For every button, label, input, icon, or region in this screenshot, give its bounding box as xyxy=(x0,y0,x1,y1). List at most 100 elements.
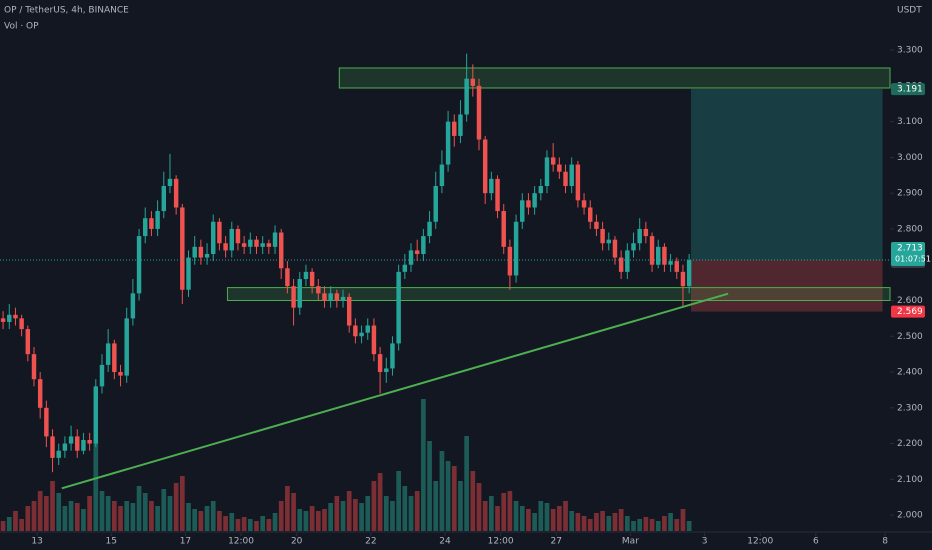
candle-body xyxy=(686,260,692,287)
candle-body xyxy=(99,364,105,387)
y-tick-label: 2.400 xyxy=(897,368,923,378)
candle-body xyxy=(513,221,519,276)
y-tick-label: 2.000 xyxy=(897,511,923,521)
volume-bar xyxy=(501,493,507,531)
candle-body xyxy=(581,200,587,208)
candle-body xyxy=(600,228,605,244)
volume-bar xyxy=(538,501,544,531)
last-price-box xyxy=(891,242,925,267)
volume-bar xyxy=(68,501,74,531)
candle-body xyxy=(495,178,500,212)
candle-body xyxy=(588,207,593,222)
candle-body xyxy=(198,246,204,258)
candle-body xyxy=(452,121,457,136)
volume-bar xyxy=(445,461,451,531)
y-tick-label: 3.000 xyxy=(897,153,923,163)
y-tick-label: 2.300 xyxy=(897,403,923,413)
candle-body xyxy=(260,243,265,247)
trend-line xyxy=(61,292,729,490)
volume-bar xyxy=(303,511,309,531)
volume-bar xyxy=(637,519,643,531)
volume-bar xyxy=(532,513,537,531)
volume-bar xyxy=(581,516,587,531)
volume-bar xyxy=(513,501,519,531)
candle-body xyxy=(161,186,167,212)
candle-body xyxy=(594,221,599,229)
candle-body xyxy=(118,372,123,376)
volume-bar xyxy=(433,481,439,531)
chart-title: OP / TetherUS, 4h, BINANCE xyxy=(4,6,129,16)
volume-bar xyxy=(550,509,556,531)
volume-bar xyxy=(346,491,352,531)
candle-body xyxy=(143,218,148,237)
volume-bar xyxy=(111,501,117,531)
volume-bar xyxy=(476,483,482,531)
candle-body xyxy=(211,221,216,254)
volume-bar xyxy=(167,496,173,531)
volume-bar xyxy=(6,517,12,531)
volume-bar xyxy=(192,509,198,531)
x-tick-label: 15 xyxy=(106,537,117,547)
candle-body xyxy=(625,250,630,272)
candle-body xyxy=(229,228,234,251)
volume-bar xyxy=(414,491,420,531)
volume-bar xyxy=(13,511,18,531)
candle-body xyxy=(631,243,636,251)
y-tick-label: 3.300 xyxy=(897,46,923,56)
volume-bar xyxy=(340,501,346,531)
y-tick-label: 3.100 xyxy=(897,117,923,127)
y-tick-label: 2.800 xyxy=(897,224,923,234)
candle-body xyxy=(223,243,228,251)
volume-bar xyxy=(315,511,321,531)
volume-bar xyxy=(655,521,661,531)
candle-body xyxy=(217,221,222,244)
volume-bar xyxy=(217,511,222,531)
candle-body xyxy=(266,243,272,247)
candle-body xyxy=(56,450,61,458)
volume-bar xyxy=(556,506,562,531)
candle-body xyxy=(532,193,537,208)
candle-body xyxy=(507,246,513,276)
volume-bar xyxy=(383,496,389,531)
candle-body xyxy=(612,239,618,258)
target-label-box xyxy=(891,83,925,96)
volume-bar xyxy=(247,519,253,531)
volume-bar xyxy=(62,506,68,531)
volume-bar xyxy=(93,441,99,531)
volume-bar xyxy=(674,519,680,531)
volume-bar xyxy=(118,506,123,531)
volume-bar xyxy=(309,506,315,531)
volume-bar xyxy=(371,481,377,531)
candle-body xyxy=(136,236,142,294)
x-tick-label: 20 xyxy=(291,537,303,547)
volume-bar xyxy=(186,503,191,531)
x-tick-label: Mar xyxy=(622,537,639,547)
volume-bar xyxy=(291,493,296,531)
candle-body xyxy=(557,164,562,172)
candle-body xyxy=(668,261,673,265)
volume-bar xyxy=(470,471,476,531)
candle-body xyxy=(464,78,469,115)
volume-bar xyxy=(408,496,414,531)
candle-body xyxy=(87,439,92,444)
volume-bar xyxy=(19,519,24,531)
x-tick-label: 12:00 xyxy=(488,537,514,547)
volume-bar xyxy=(544,503,550,531)
candle-body xyxy=(13,314,18,319)
x-tick-label: 8 xyxy=(882,537,888,547)
candle-body xyxy=(297,279,302,308)
candle-body xyxy=(482,139,488,194)
volume-bar xyxy=(359,503,364,531)
volume-bar xyxy=(612,513,618,531)
volume-bar xyxy=(149,501,154,531)
candle-body xyxy=(272,232,278,247)
x-tick-label: 12:00 xyxy=(228,537,254,547)
volume-bar xyxy=(458,481,463,531)
volume-bar xyxy=(353,499,358,531)
volume-bar xyxy=(686,521,692,531)
candle-body xyxy=(359,332,364,337)
volume-bar xyxy=(223,516,228,531)
candle-body xyxy=(254,239,259,247)
candle-body xyxy=(248,239,253,247)
